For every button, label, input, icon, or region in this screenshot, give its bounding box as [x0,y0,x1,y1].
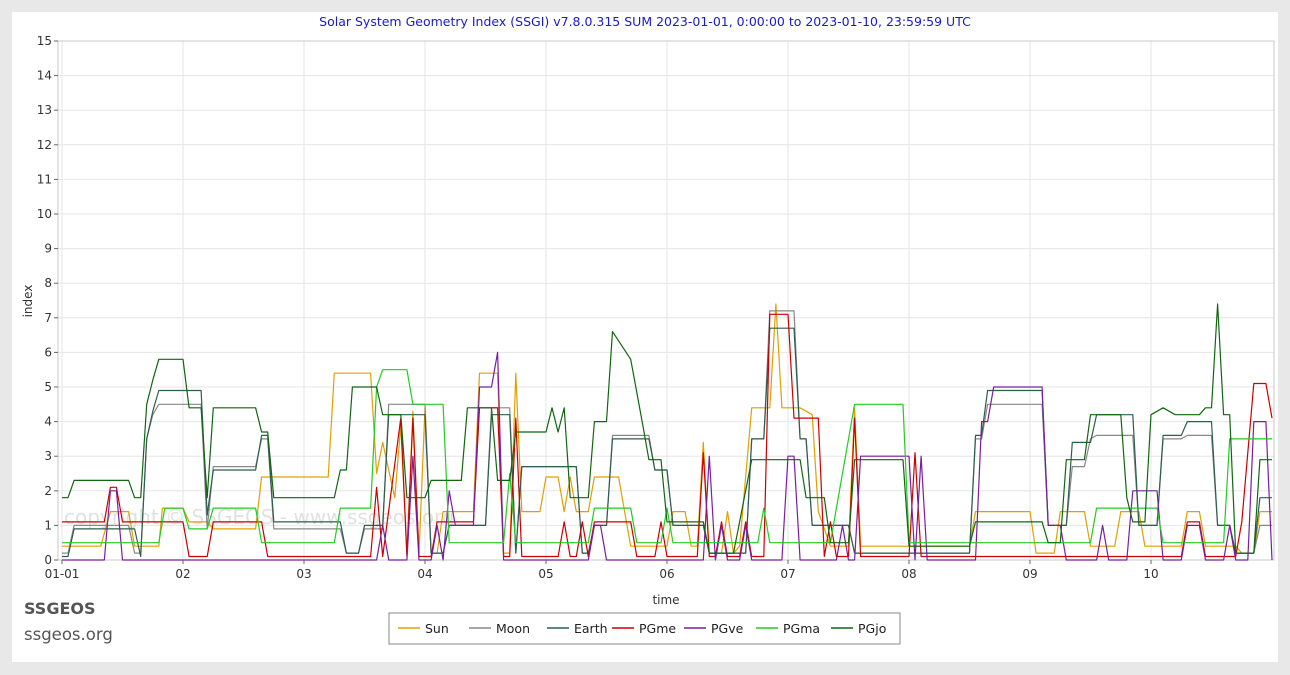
legend-label-pgme: PGme [639,621,676,636]
y-tick-label: 11 [37,172,52,186]
y-tick-label: 6 [44,345,52,359]
y-tick-label: 4 [44,415,52,429]
chart-frame: Solar System Geometry Index (SSGI) v7.8.… [12,12,1278,662]
y-tick-label: 2 [44,484,52,498]
x-tick-label: 07 [780,567,795,581]
y-tick-label: 9 [44,242,52,256]
x-tick-label: 09 [1022,567,1037,581]
x-tick-label: 05 [538,567,553,581]
y-tick-label: 10 [37,207,52,221]
legend-items: Sun Moon Earth PGme PGve PGma PGjo [398,621,886,636]
y-axis-label: index [21,285,35,318]
brand-name: SSGEOS [24,599,96,618]
y-tick-label: 14 [37,69,52,83]
legend-label-sun: Sun [425,621,449,636]
x-tick-label: 01-01 [45,567,80,581]
legend-label-moon: Moon [496,621,530,636]
chart-title: Solar System Geometry Index (SSGI) v7.8.… [319,14,971,29]
y-tick-label: 15 [37,34,52,48]
series-line-sun [62,303,1272,554]
y-tick-label: 13 [37,103,52,117]
series-line-pgve [62,351,1273,561]
legend-label-pgve: PGve [711,621,744,636]
x-tick-label: 10 [1143,567,1158,581]
y-tick-label: 3 [44,449,52,463]
x-axis-label: time [652,593,679,607]
legend-label-pgjo: PGjo [858,621,886,636]
x-tick-label: 08 [901,567,916,581]
series-line-pgjo [62,303,1272,554]
plot-border [57,40,1275,561]
brand-url: ssgeos.org [24,625,113,644]
grid [58,40,1274,561]
y-tick-label: 7 [44,311,52,325]
y-tick-label: 12 [37,138,52,152]
y-tick-label: 8 [44,276,52,290]
y-tick-label: 1 [44,518,52,532]
legend-label-pgma: PGma [783,621,820,636]
y-tick-label: 0 [44,553,52,567]
x-tick-label: 02 [175,567,190,581]
series-line-pgme [62,313,1273,558]
x-tick-label: 06 [659,567,674,581]
series-group [62,303,1273,561]
x-tick-label: 04 [417,567,432,581]
chart: Solar System Geometry Index (SSGI) v7.8.… [21,14,1275,645]
y-tick-label: 5 [44,380,52,394]
legend: Sun Moon Earth PGme PGve PGma PGjo [388,612,901,645]
legend-label-earth: Earth [574,621,608,636]
x-tick-label: 03 [296,567,311,581]
